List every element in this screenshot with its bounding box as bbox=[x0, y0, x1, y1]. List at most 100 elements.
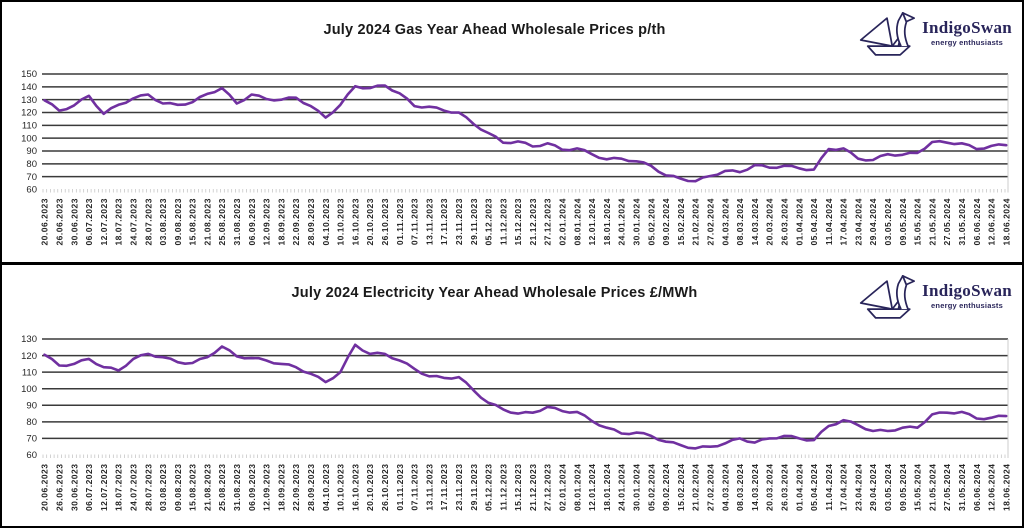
svg-text:04.10.2023: 04.10.2023 bbox=[321, 198, 331, 246]
svg-text:26.03.2024: 26.03.2024 bbox=[779, 198, 789, 246]
svg-text:17.04.2024: 17.04.2024 bbox=[839, 198, 849, 246]
logo-name: IndigoSwan bbox=[922, 18, 1012, 38]
svg-text:90: 90 bbox=[26, 146, 37, 157]
origami-swan-icon bbox=[859, 275, 916, 319]
svg-text:17.04.2024: 17.04.2024 bbox=[839, 464, 849, 512]
svg-text:31.08.2023: 31.08.2023 bbox=[232, 198, 242, 246]
svg-text:08.03.2024: 08.03.2024 bbox=[735, 198, 745, 246]
svg-text:06.06.2024: 06.06.2024 bbox=[972, 198, 982, 246]
svg-text:03.05.2024: 03.05.2024 bbox=[883, 198, 893, 246]
svg-text:100: 100 bbox=[21, 384, 37, 395]
svg-text:18.07.2023: 18.07.2023 bbox=[114, 198, 124, 246]
svg-text:05.04.2024: 05.04.2024 bbox=[809, 464, 819, 512]
svg-text:20.03.2024: 20.03.2024 bbox=[765, 464, 775, 512]
svg-text:29.11.2023: 29.11.2023 bbox=[469, 463, 479, 510]
svg-text:21.08.2023: 21.08.2023 bbox=[202, 464, 212, 512]
svg-text:26.06.2023: 26.06.2023 bbox=[54, 464, 64, 512]
svg-text:05.02.2024: 05.02.2024 bbox=[646, 198, 656, 246]
svg-text:12.01.2024: 12.01.2024 bbox=[587, 464, 597, 512]
svg-text:30.06.2023: 30.06.2023 bbox=[69, 198, 79, 246]
svg-text:20.06.2023: 20.06.2023 bbox=[40, 198, 50, 246]
svg-text:29.11.2023: 29.11.2023 bbox=[469, 198, 479, 245]
svg-text:80: 80 bbox=[26, 159, 37, 170]
svg-text:05.12.2023: 05.12.2023 bbox=[484, 464, 494, 512]
svg-text:70: 70 bbox=[26, 172, 37, 183]
svg-text:27.02.2024: 27.02.2024 bbox=[705, 198, 715, 246]
svg-text:06.09.2023: 06.09.2023 bbox=[247, 198, 257, 246]
indigoswan-logo: IndigoSwan energy enthusiasts bbox=[859, 272, 1012, 320]
svg-text:06.07.2023: 06.07.2023 bbox=[84, 198, 94, 246]
svg-text:01.11.2023: 01.11.2023 bbox=[395, 464, 405, 511]
svg-text:23.04.2024: 23.04.2024 bbox=[853, 198, 863, 246]
svg-text:02.01.2024: 02.01.2024 bbox=[558, 198, 568, 246]
svg-text:24.01.2024: 24.01.2024 bbox=[617, 464, 627, 512]
svg-text:26.06.2023: 26.06.2023 bbox=[54, 198, 64, 246]
svg-text:01.04.2024: 01.04.2024 bbox=[794, 198, 804, 246]
svg-text:28.07.2023: 28.07.2023 bbox=[143, 198, 153, 246]
svg-text:30.06.2023: 30.06.2023 bbox=[69, 464, 79, 512]
svg-text:27.12.2023: 27.12.2023 bbox=[543, 198, 553, 246]
svg-text:11.12.2023: 11.12.2023 bbox=[498, 464, 508, 511]
electricity-chart-title: July 2024 Electricity Year Ahead Wholesa… bbox=[291, 285, 698, 301]
svg-text:18.09.2023: 18.09.2023 bbox=[276, 198, 286, 246]
svg-text:22.09.2023: 22.09.2023 bbox=[291, 464, 301, 512]
svg-text:21.05.2024: 21.05.2024 bbox=[927, 464, 937, 512]
svg-text:07.11.2023: 07.11.2023 bbox=[410, 198, 420, 245]
logo-tagline: energy enthusiasts bbox=[931, 37, 1004, 47]
svg-text:09.02.2024: 09.02.2024 bbox=[661, 198, 671, 246]
svg-text:28.07.2023: 28.07.2023 bbox=[143, 464, 153, 512]
svg-text:17.11.2023: 17.11.2023 bbox=[439, 198, 449, 245]
svg-text:90: 90 bbox=[26, 400, 37, 411]
svg-text:31.05.2024: 31.05.2024 bbox=[957, 198, 967, 246]
logo-text: IndigoSwan energy enthusiasts bbox=[922, 282, 1012, 310]
svg-text:09.08.2023: 09.08.2023 bbox=[173, 198, 183, 246]
svg-text:03.05.2024: 03.05.2024 bbox=[883, 464, 893, 512]
svg-text:30.01.2024: 30.01.2024 bbox=[632, 198, 642, 246]
svg-text:13.11.2023: 13.11.2023 bbox=[424, 464, 434, 511]
svg-text:150: 150 bbox=[21, 69, 37, 80]
svg-text:100: 100 bbox=[21, 133, 37, 144]
svg-text:04.03.2024: 04.03.2024 bbox=[720, 198, 730, 246]
svg-text:23.11.2023: 23.11.2023 bbox=[454, 464, 464, 511]
svg-text:31.08.2023: 31.08.2023 bbox=[232, 464, 242, 512]
svg-text:26.03.2024: 26.03.2024 bbox=[779, 464, 789, 512]
svg-text:07.11.2023: 07.11.2023 bbox=[410, 464, 420, 511]
svg-text:01.04.2024: 01.04.2024 bbox=[794, 464, 804, 512]
svg-text:08.03.2024: 08.03.2024 bbox=[735, 464, 745, 512]
svg-text:130: 130 bbox=[21, 334, 37, 345]
svg-text:10.10.2023: 10.10.2023 bbox=[336, 464, 346, 512]
svg-text:15.08.2023: 15.08.2023 bbox=[188, 464, 198, 512]
svg-text:11.04.2024: 11.04.2024 bbox=[824, 464, 834, 511]
svg-text:14.03.2024: 14.03.2024 bbox=[750, 464, 760, 512]
svg-text:15.02.2024: 15.02.2024 bbox=[676, 464, 686, 512]
svg-text:18.06.2024: 18.06.2024 bbox=[1001, 464, 1011, 512]
svg-text:27.05.2024: 27.05.2024 bbox=[942, 464, 952, 512]
gas-chart-title: July 2024 Gas Year Ahead Wholesale Price… bbox=[323, 22, 666, 38]
svg-text:18.06.2024: 18.06.2024 bbox=[1001, 198, 1011, 246]
svg-text:12.07.2023: 12.07.2023 bbox=[99, 198, 109, 246]
logo-name: IndigoSwan bbox=[922, 281, 1012, 301]
svg-text:21.12.2023: 21.12.2023 bbox=[528, 464, 538, 512]
origami-swan-icon bbox=[859, 11, 916, 56]
svg-text:15.12.2023: 15.12.2023 bbox=[513, 464, 523, 512]
svg-text:24.07.2023: 24.07.2023 bbox=[128, 198, 138, 246]
svg-text:120: 120 bbox=[21, 351, 37, 362]
svg-text:15.05.2024: 15.05.2024 bbox=[913, 198, 923, 246]
svg-text:18.01.2024: 18.01.2024 bbox=[602, 198, 612, 246]
svg-text:24.01.2024: 24.01.2024 bbox=[617, 198, 627, 246]
panel-divider bbox=[2, 262, 1022, 265]
svg-text:120: 120 bbox=[21, 108, 37, 119]
svg-text:15.12.2023: 15.12.2023 bbox=[513, 198, 523, 246]
svg-text:02.01.2024: 02.01.2024 bbox=[558, 464, 568, 512]
svg-text:05.04.2024: 05.04.2024 bbox=[809, 198, 819, 246]
svg-text:60: 60 bbox=[26, 185, 37, 196]
svg-text:26.10.2023: 26.10.2023 bbox=[380, 464, 390, 512]
svg-text:21.02.2024: 21.02.2024 bbox=[691, 464, 701, 512]
svg-text:80: 80 bbox=[26, 417, 37, 428]
svg-text:18.01.2024: 18.01.2024 bbox=[602, 464, 612, 512]
svg-text:03.08.2023: 03.08.2023 bbox=[158, 464, 168, 512]
svg-text:08.01.2024: 08.01.2024 bbox=[572, 198, 582, 246]
svg-text:01.11.2023: 01.11.2023 bbox=[395, 198, 405, 245]
